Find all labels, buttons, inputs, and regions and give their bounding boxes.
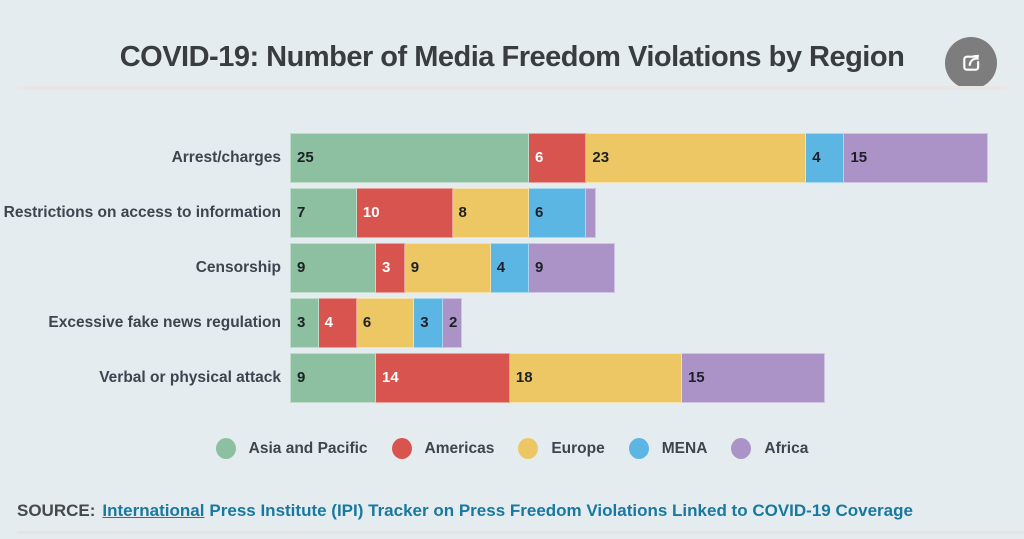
bar-track: 25 6 23 4 15: [290, 133, 988, 183]
value-label: 3: [297, 314, 306, 331]
bar-segment[interactable]: 6: [356, 298, 415, 348]
value-label: 9: [297, 259, 306, 276]
legend-label: Asia and Pacific: [248, 439, 368, 457]
legend-swatch: [391, 438, 412, 459]
bar-row: Censorship 9 3 9 4 9: [0, 243, 1024, 293]
value-label: 6: [362, 314, 372, 331]
bottom-divider: [17, 531, 1024, 534]
value-label: 8: [458, 204, 467, 221]
bar-segment[interactable]: 15: [681, 353, 826, 403]
category-label: Restrictions on access to information: [3, 204, 281, 221]
category-label: Excessive fake news regulation: [48, 314, 281, 331]
legend-item-asia-and-pacific[interactable]: Asia and Pacific: [215, 438, 368, 459]
share-button[interactable]: [945, 37, 997, 89]
bar-track: 3 4 6 3 2: [290, 298, 463, 348]
bar-segment[interactable]: 2: [442, 298, 463, 348]
bar-segment[interactable]: 9: [404, 243, 491, 293]
bar-segment[interactable]: 18: [509, 353, 682, 403]
chart-legend: Asia and Pacific Americas Europe MENA Africa: [0, 438, 1024, 459]
bar-segment[interactable]: [586, 188, 596, 238]
legend-swatch: [518, 438, 539, 459]
value-label: 4: [496, 259, 506, 276]
bar-track: 7 10 8 6: [290, 188, 596, 238]
legend-swatch: [628, 438, 649, 459]
value-label: 18: [515, 369, 533, 386]
bar-row: Excessive fake news regulation 3 4 6 3 2: [0, 298, 1024, 348]
bar-segment[interactable]: 25: [290, 133, 529, 183]
bar-segment[interactable]: 4: [490, 243, 529, 293]
value-label: 9: [410, 259, 420, 276]
bar-row: Verbal or physical attack 9 14 18 15: [0, 353, 1024, 403]
value-label: 9: [297, 369, 306, 386]
bar-segment[interactable]: 9: [290, 353, 377, 403]
value-label: 3: [382, 259, 391, 276]
bar-track: 9 14 18 15: [290, 353, 826, 403]
value-label: 10: [362, 204, 380, 221]
value-label: 25: [297, 149, 314, 166]
value-label: 9: [534, 259, 544, 276]
value-label: 6: [534, 204, 544, 221]
bar-segment[interactable]: 9: [290, 243, 377, 293]
value-label: 15: [687, 369, 705, 386]
bar-row: Restrictions on access to information 7 10…: [0, 188, 1024, 238]
value-label: 23: [592, 149, 610, 166]
source-link[interactable]: International: [102, 501, 205, 520]
value-label: 15: [850, 149, 868, 166]
bar-segment[interactable]: 7: [290, 188, 357, 238]
legend-item-americas[interactable]: Americas: [391, 438, 495, 459]
value-label: 3: [420, 314, 429, 331]
title-divider: [17, 86, 1007, 90]
bar-segment[interactable]: 4: [318, 298, 357, 348]
source-prefix: SOURCE:: [17, 501, 96, 520]
bar-segment[interactable]: 23: [586, 133, 807, 183]
share-export-icon: [963, 54, 980, 71]
bar-segment[interactable]: 15: [844, 133, 988, 183]
page-title: COVID-19: Number of Media Freedom Violat…: [119, 41, 905, 73]
legend-item-mena[interactable]: MENA: [628, 438, 708, 459]
value-label: 4: [812, 149, 821, 166]
legend-label: Africa: [764, 439, 809, 457]
legend-swatch: [731, 438, 752, 459]
value-label: 7: [297, 204, 306, 221]
bar-segment[interactable]: 8: [452, 188, 529, 238]
bar-segment[interactable]: 10: [356, 188, 453, 238]
legend-swatch: [215, 438, 236, 459]
bar-segment[interactable]: 6: [528, 188, 587, 238]
category-label: Verbal or physical attack: [99, 369, 281, 386]
source-text: Press Institute (IPI) Tracker on Press F…: [209, 501, 913, 520]
legend-label: Europe: [551, 439, 605, 457]
bar-segment[interactable]: 3: [414, 298, 443, 348]
value-label: 4: [324, 314, 334, 331]
bar-track: 9 3 9 4 9: [290, 243, 615, 293]
bar-segment[interactable]: 3: [376, 243, 405, 293]
bar-segment[interactable]: 6: [529, 133, 587, 183]
source-line: SOURCE: International Press Institute (IPI…: [17, 501, 913, 521]
category-label: Arrest/charges: [171, 149, 281, 166]
legend-item-africa[interactable]: Africa: [731, 438, 808, 459]
bar-segment[interactable]: 9: [528, 243, 615, 293]
legend-label: MENA: [661, 439, 708, 457]
chart-header: COVID-19: Number of Media Freedom Violat…: [0, 40, 1024, 74]
bar-segment[interactable]: 14: [376, 353, 510, 403]
bar-segment[interactable]: 3: [290, 298, 319, 348]
legend-item-europe[interactable]: Europe: [518, 438, 605, 459]
bar-segment[interactable]: 4: [806, 133, 845, 183]
value-label: 14: [382, 369, 399, 386]
category-label: Censorship: [195, 259, 281, 276]
legend-label: Americas: [424, 439, 495, 457]
bar-chart: Arrest/charges 25 6 23 4 15 Restrictions on ac…: [0, 133, 1024, 408]
bar-row: Arrest/charges 25 6 23 4 15: [0, 133, 1024, 183]
value-label: 2: [448, 314, 458, 331]
value-label: 6: [535, 149, 544, 166]
